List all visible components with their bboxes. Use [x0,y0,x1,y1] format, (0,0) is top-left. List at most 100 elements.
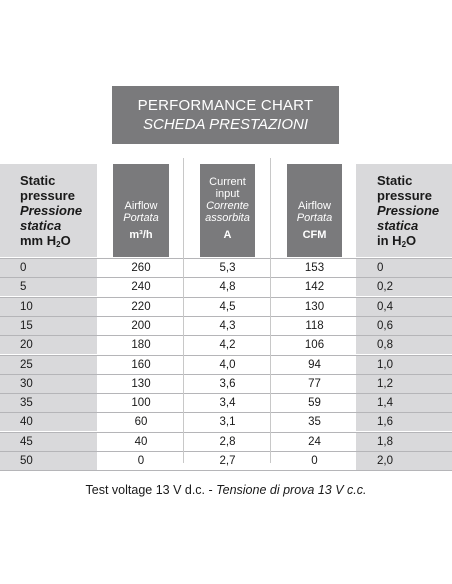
row-separator [0,431,452,433]
header-airflow-m3h: Airflow Portata m³/h [113,164,169,257]
cell-m3h: 60 [134,416,148,429]
chart-title: PERFORMANCE CHART [137,97,314,114]
row-bg-right [356,296,452,316]
row-separator [0,393,452,395]
cell-cfm: 35 [308,416,321,429]
cell-m3h: 130 [131,377,151,390]
cell-a: 4,3 [219,319,236,332]
row-separator [0,296,452,298]
column-divider [183,158,184,463]
cell-m3h: 160 [131,358,151,371]
row-bg-left [0,431,97,451]
row-bg-right [356,277,452,297]
cell-m3h: 240 [131,281,151,294]
cell-cfm: 77 [308,377,321,390]
header-current-input: Current input Corrente assorbita A [200,164,255,257]
cell-a: 3,1 [219,416,236,429]
cell-inh: 1,6 [377,416,393,429]
row-bg-left [0,451,97,470]
right-header-bg [356,164,452,257]
cell-inh: 0,2 [377,281,393,294]
cell-mm: 30 [20,377,33,390]
unit-mm-h2o: mm H2O [20,233,71,249]
cell-a: 3,6 [219,377,236,390]
cell-inh: 0 [377,262,384,274]
row-separator [0,470,452,471]
cell-mm: 50 [20,455,33,467]
cell-a: 2,8 [219,435,236,448]
table-row: 40 60 3,1 35 1,6 [0,412,452,432]
row-bg-right [356,373,452,393]
cell-m3h: 100 [131,397,151,410]
cell-a: 4,0 [219,358,236,371]
cell-m3h: 220 [131,300,151,313]
table-row: 20 180 4,2 106 0,8 [0,335,452,355]
cell-inh: 0,6 [377,319,393,332]
table-row: 30 130 3,6 77 1,2 [0,373,452,393]
cell-inh: 1,0 [377,358,393,371]
header-airflow-cfm: Airflow Portata CFM [287,164,342,257]
cell-m3h: 0 [137,455,145,467]
row-separator [0,315,452,317]
row-bg-right [356,258,452,277]
cell-inh: 0,8 [377,339,393,352]
cell-inh: 2,0 [377,455,393,467]
unit-in-h2o: in H2O [377,233,417,249]
cell-inh: 0,4 [377,300,393,313]
cell-m3h: 180 [131,339,151,352]
cell-m3h: 200 [131,319,151,332]
cell-m3h: 260 [131,262,151,274]
cell-a: 4,5 [219,300,236,313]
row-separator [0,451,452,452]
row-bg-left [0,277,97,297]
left-header-static-pressure-mm: Static pressure Pressione statica mm H2O [20,173,82,252]
row-separator [0,335,452,337]
row-separator [0,354,452,356]
cell-a: 2,7 [219,455,236,467]
cell-cfm: 118 [305,319,324,332]
row-bg-left [0,258,97,277]
row-bg-right [356,451,452,470]
cell-cfm: 24 [308,435,321,448]
cell-cfm: 142 [304,281,325,294]
cell-m3h: 40 [134,435,148,448]
row-bg-left [0,373,97,393]
table-row: 15 200 4,3 118 0,6 [0,315,452,335]
table-row: 0 260 5,3 153 0 [0,258,452,277]
row-bg-right [356,315,452,335]
cell-mm: 45 [20,435,33,448]
row-bg-left [0,296,97,316]
chart-title-italian: SCHEDA PRESTAZIONI [142,116,309,133]
left-header-bg [0,164,97,257]
cell-cfm: 0 [311,455,318,467]
test-voltage-note: Test voltage 13 V d.c. - Tensione di pro… [85,483,367,497]
row-bg-left [0,335,97,355]
right-header-static-pressure-in: Static pressure Pressione statica in H2O [377,173,439,252]
cell-mm: 15 [20,319,33,332]
row-bg-right [356,354,452,374]
table-row: 50 0 2,7 0 2,0 [0,451,452,471]
cell-mm: 20 [20,339,33,352]
column-divider [270,158,271,463]
row-bg-right [356,393,452,413]
cell-inh: 1,4 [377,397,393,410]
cell-mm: 10 [20,300,33,313]
cell-mm: 35 [20,397,33,410]
cell-mm: 25 [20,358,33,371]
row-bg-right [356,412,452,432]
row-bg-right [356,431,452,451]
row-bg-right [356,335,452,355]
cell-a: 5,3 [219,262,236,274]
cell-a: 4,2 [219,339,236,352]
cell-cfm: 94 [308,358,321,371]
cell-a: 3,4 [219,397,236,410]
row-bg-left [0,412,97,432]
cell-a: 4,8 [219,281,236,294]
row-separator [0,412,452,414]
cell-inh: 1,8 [377,435,393,448]
table-row: 5 240 4,8 142 0,2 [0,277,452,297]
cell-mm: 5 [20,281,27,294]
table-row: 35 100 3,4 59 1,4 [0,393,452,413]
cell-cfm: 59 [308,397,321,410]
chart-title-box: PERFORMANCE CHART SCHEDA PRESTAZIONI [112,86,339,144]
